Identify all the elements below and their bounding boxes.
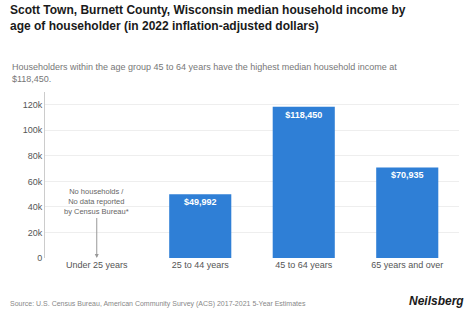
svg-text:120k: 120k xyxy=(23,100,43,110)
svg-text:40k: 40k xyxy=(28,202,43,212)
svg-text:Householders within the age gr: Householders within the age group 45 to … xyxy=(12,62,397,84)
svg-text:Neilsberg: Neilsberg xyxy=(409,294,464,308)
svg-text:0: 0 xyxy=(37,253,42,263)
svg-text:$118,450: $118,450 xyxy=(285,110,322,120)
svg-text:60k: 60k xyxy=(28,177,43,187)
svg-text:100k: 100k xyxy=(23,125,43,135)
svg-text:80k: 80k xyxy=(28,151,43,161)
svg-text:$70,935: $70,935 xyxy=(391,170,424,180)
svg-text:Under 25 years: Under 25 years xyxy=(66,260,128,270)
svg-text:$49,992: $49,992 xyxy=(184,197,217,207)
svg-text:20k: 20k xyxy=(28,228,43,238)
svg-text:Source: U.S. Census Bureau, Am: Source: U.S. Census Bureau, American Com… xyxy=(10,300,306,308)
svg-text:Scott Town, Burnett County, Wi: Scott Town, Burnett County, Wisconsin me… xyxy=(10,3,406,33)
svg-text:No households /No data reporte: No households /No data reportedby Census… xyxy=(64,187,129,216)
svg-text:45 to 64 years: 45 to 64 years xyxy=(275,260,333,270)
svg-text:25 to 44 years: 25 to 44 years xyxy=(172,260,230,270)
svg-text:65 years and over: 65 years and over xyxy=(371,260,443,270)
